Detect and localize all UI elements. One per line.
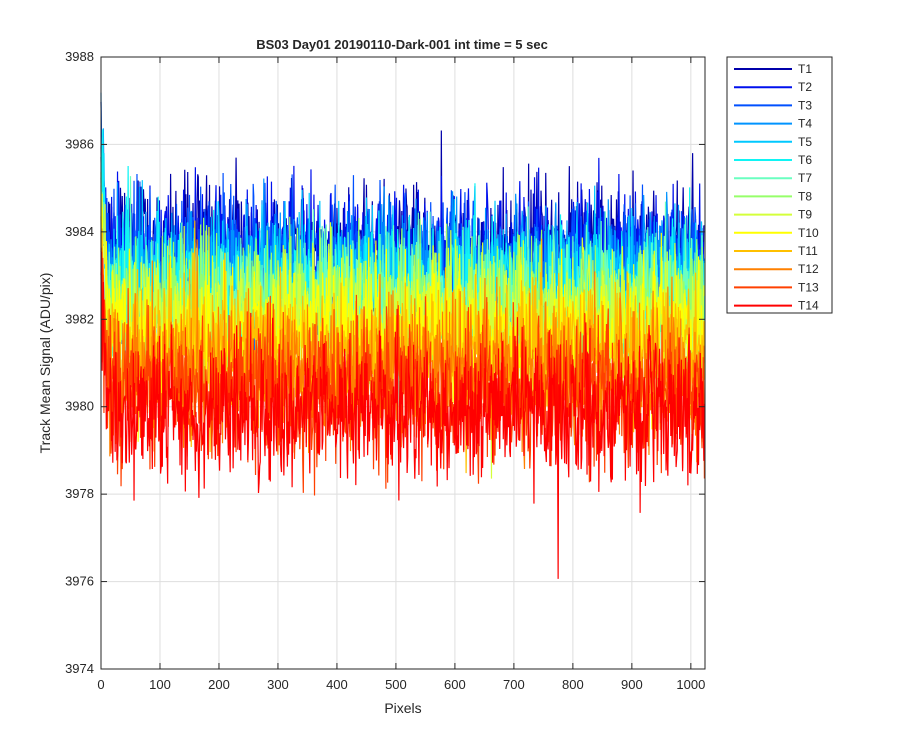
legend-entries: T1 T2 T3 T4 T5 T6 T7 T8 T9 T10 T11 T12 T13 T14 — [734, 62, 819, 313]
legend-label-t8: T8 — [798, 189, 812, 203]
x-tick-label: 300 — [267, 677, 289, 692]
legend-label-t1: T1 — [798, 62, 812, 76]
legend-label-t3: T3 — [798, 98, 812, 112]
legend-label-t7: T7 — [798, 171, 812, 185]
y-tick-label: 3984 — [65, 224, 94, 239]
legend-label-t14: T14 — [798, 299, 819, 313]
y-tick-label: 3980 — [65, 399, 94, 414]
x-tick-label: 800 — [562, 677, 584, 692]
legend-label-t10: T10 — [798, 226, 819, 240]
legend-label-t9: T9 — [798, 208, 812, 222]
plot-area-frame — [100, 56, 706, 670]
legend-label-t11: T11 — [798, 244, 818, 258]
x-tick-label: 200 — [208, 677, 230, 692]
x-tick-label: 900 — [621, 677, 643, 692]
legend-label-t5: T5 — [798, 135, 812, 149]
y-tick-label: 3978 — [65, 486, 94, 501]
y-axis-label: Track Mean Signal (ADU/pix) — [37, 273, 53, 454]
legend-label-t2: T2 — [798, 80, 812, 94]
y-tick-label: 3982 — [65, 311, 94, 326]
y-tick-label: 3976 — [65, 574, 94, 589]
legend-label-t6: T6 — [798, 153, 812, 167]
legend-label-t13: T13 — [798, 280, 819, 294]
y-tick-label: 3988 — [65, 49, 94, 64]
y-tick-label: 3974 — [65, 661, 94, 676]
legend-box — [726, 56, 833, 314]
x-tick-label: 500 — [385, 677, 407, 692]
x-tick-label: 700 — [503, 677, 525, 692]
legend-label-t4: T4 — [798, 117, 812, 131]
x-tick-label: 1000 — [676, 677, 705, 692]
chart-title: BS03 Day01 20190110-Dark-001 int time = … — [256, 37, 548, 52]
legend[interactable]: T1 T2 T3 T4 T5 T6 T7 T8 T9 T10 T11 T12 T13 T14 — [726, 56, 833, 314]
x-tick-label: 400 — [326, 677, 348, 692]
x-tick-label: 600 — [444, 677, 466, 692]
x-axis-label: Pixels — [384, 700, 421, 716]
y-tick-label: 3986 — [65, 136, 94, 151]
series-layer — [100, 92, 706, 579]
series-line-t14 — [100, 251, 706, 579]
tick-layer: 0 100 200 300 400 500 600 700 800 900 1000 3974 3976… — [65, 49, 705, 692]
legend-label-t12: T12 — [798, 262, 819, 276]
x-tick-label: 0 — [97, 677, 104, 692]
x-tick-label: 100 — [149, 677, 171, 692]
